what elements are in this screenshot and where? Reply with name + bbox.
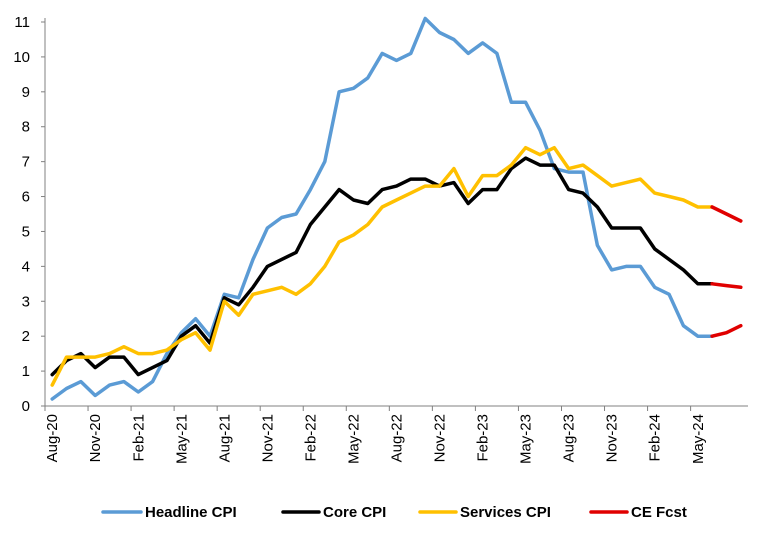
x-tick-label: May-22 [345, 414, 362, 464]
x-tick-label: Nov-23 [604, 414, 621, 462]
legend-label-services-cpi: Services CPI [460, 504, 551, 521]
x-tick-label: Nov-20 [87, 414, 104, 462]
y-tick-label: 11 [14, 14, 30, 31]
x-tick-label: Feb-22 [302, 414, 319, 462]
x-tick-label: Aug-23 [561, 414, 578, 462]
x-tick-label: Feb-21 [130, 414, 147, 462]
series-line-ce-fcst-segment [710, 282, 743, 290]
x-tick-label: May-23 [518, 414, 535, 464]
x-tick-label: Feb-23 [475, 414, 492, 462]
series-line-services-cpi [50, 145, 714, 387]
x-tick-label: Nov-22 [432, 414, 449, 462]
y-tick-label: 10 [13, 49, 30, 66]
y-tick-label: 4 [22, 258, 30, 275]
legend-label-headline-cpi: Headline CPI [145, 504, 237, 521]
x-tick-label: Aug-22 [389, 414, 406, 462]
y-tick-label: 0 [22, 398, 30, 415]
y-tick-label: 6 [22, 189, 30, 206]
y-tick-label: 1 [22, 363, 30, 380]
x-tick-label: May-24 [690, 414, 707, 464]
series-line-ce-fcst-segment [710, 323, 743, 338]
series-line-core-cpi [50, 156, 714, 377]
y-tick-label: 2 [22, 328, 30, 345]
axes-group: 0 1 2 3 4 5 6 7 8 9 10 11 Aug-20 Nov-20 Feb-21 May-21 Au… [13, 14, 748, 464]
y-tick-label: 7 [22, 154, 30, 171]
series-line-ce-fcst-segment [710, 205, 743, 223]
legend-label-core-cpi: Core CPI [323, 504, 386, 521]
y-tick-label: 8 [22, 119, 30, 136]
x-tick-label: May-21 [173, 414, 190, 464]
x-tick-label: Nov-21 [259, 414, 276, 462]
series-lines-group [50, 16, 743, 401]
x-tick-label: Feb-24 [647, 414, 664, 462]
legend: Headline CPI Core CPI Services CPI CE Fcst [101, 504, 687, 521]
legend-label-ce-fcst: CE Fcst [631, 504, 687, 521]
x-tick-label: Aug-21 [216, 414, 233, 462]
y-tick-label: 9 [22, 84, 30, 101]
y-tick-label: 3 [22, 293, 30, 310]
x-tick-label: Aug-20 [44, 414, 61, 462]
y-tick-label: 5 [22, 223, 30, 240]
